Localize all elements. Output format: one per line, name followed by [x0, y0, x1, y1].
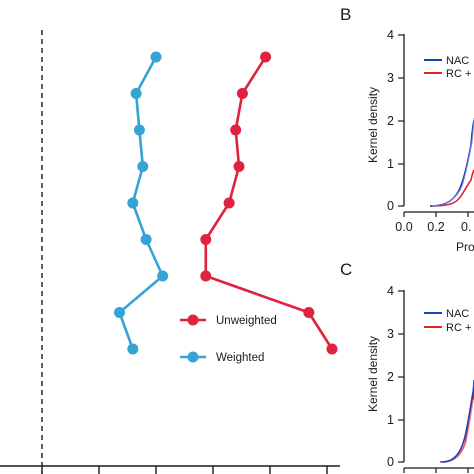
panel-b-x-ticks [403, 212, 469, 217]
panel-b-y-tick-label: 2 [387, 114, 394, 128]
panel-a-series [114, 51, 338, 355]
panel-b-x-tick-label: 0.2 [427, 220, 444, 234]
panel-b-y-tick-label: 1 [387, 157, 394, 171]
panel-c-y-axis-title: Kernel density [366, 336, 380, 412]
panel-b-x-axis-title: Pro [456, 240, 474, 254]
panel-b-legend: NAC RC + [424, 55, 471, 80]
data-point-weighted [127, 197, 139, 209]
panel-b-y-tick-labels: 4 3 2 1 0 [387, 28, 394, 213]
panel-a: Unweighted Weighted [0, 30, 340, 474]
panel-b-y-tick-label: 4 [387, 28, 394, 42]
panel-c-legend-label-nac: NAC [446, 308, 469, 320]
panel-b-x-tick-label: 0.0 [395, 220, 412, 234]
panel-b-y-tick-label: 0 [387, 199, 394, 213]
data-point-unweighted [260, 51, 272, 63]
data-point-unweighted [223, 197, 235, 209]
data-point-weighted [127, 343, 139, 355]
panel-b-y-tick-label: 3 [387, 71, 394, 85]
data-point-weighted [150, 51, 162, 63]
panel-b-y-axis-title: Kernel density [366, 87, 380, 163]
panel-b: B Kernel density 4 3 2 1 0 0.0 0.2 0. Pr… [340, 5, 474, 254]
data-point-weighted [133, 124, 145, 136]
panel-c-curve-rc-light [441, 399, 474, 463]
panel-b-legend-label-nac: NAC [446, 55, 469, 67]
panel-c-y-tick-label: 1 [387, 413, 394, 427]
data-point-unweighted [200, 270, 212, 282]
data-point-unweighted [233, 161, 245, 172]
panel-c-y-tick-label: 4 [387, 284, 394, 298]
panel-b-curve-nac-upper [431, 117, 474, 207]
legend-label-unweighted: Unweighted [216, 315, 277, 327]
data-point-weighted [114, 307, 125, 318]
data-point-weighted [137, 161, 149, 172]
legend-label-weighted: Weighted [216, 352, 264, 364]
legend-marker-unweighted [187, 314, 199, 326]
panel-a-legend: Unweighted Weighted [180, 314, 277, 364]
panel-c-legend: NAC RC + [424, 308, 471, 334]
panel-c-x-ticks [403, 468, 469, 473]
data-point-weighted [157, 270, 169, 282]
panel-b-legend-label-rc: RC + [446, 68, 471, 80]
panel-b-y-ticks [398, 34, 404, 207]
panel-c-y-tick-label: 2 [387, 370, 394, 384]
legend-marker-weighted [187, 351, 199, 363]
data-point-unweighted [236, 88, 248, 99]
panel-c-y-tick-label: 3 [387, 327, 394, 341]
series-line-weighted [118, 56, 164, 350]
data-point-unweighted [200, 234, 212, 245]
panel-b-letter: B [340, 5, 351, 24]
panel-a-x-ticks [41, 466, 328, 474]
panel-b-x-tick-label: 0. [461, 220, 471, 234]
panel-c-y-tick-labels: 4 3 2 1 0 [387, 284, 394, 469]
panel-c-letter: C [340, 260, 352, 279]
panel-c-y-tick-label: 0 [387, 455, 394, 469]
data-point-unweighted [326, 343, 338, 355]
panel-c-legend-label-rc: RC + [446, 322, 471, 334]
data-point-unweighted [303, 307, 315, 318]
data-point-unweighted [230, 124, 242, 136]
data-point-weighted [140, 234, 152, 245]
panel-c: C Kernel density 4 3 2 1 0 NAC RC + [340, 260, 474, 473]
panel-b-curve-rc [429, 169, 474, 207]
data-point-weighted [130, 88, 142, 99]
panel-c-y-ticks [398, 290, 404, 463]
